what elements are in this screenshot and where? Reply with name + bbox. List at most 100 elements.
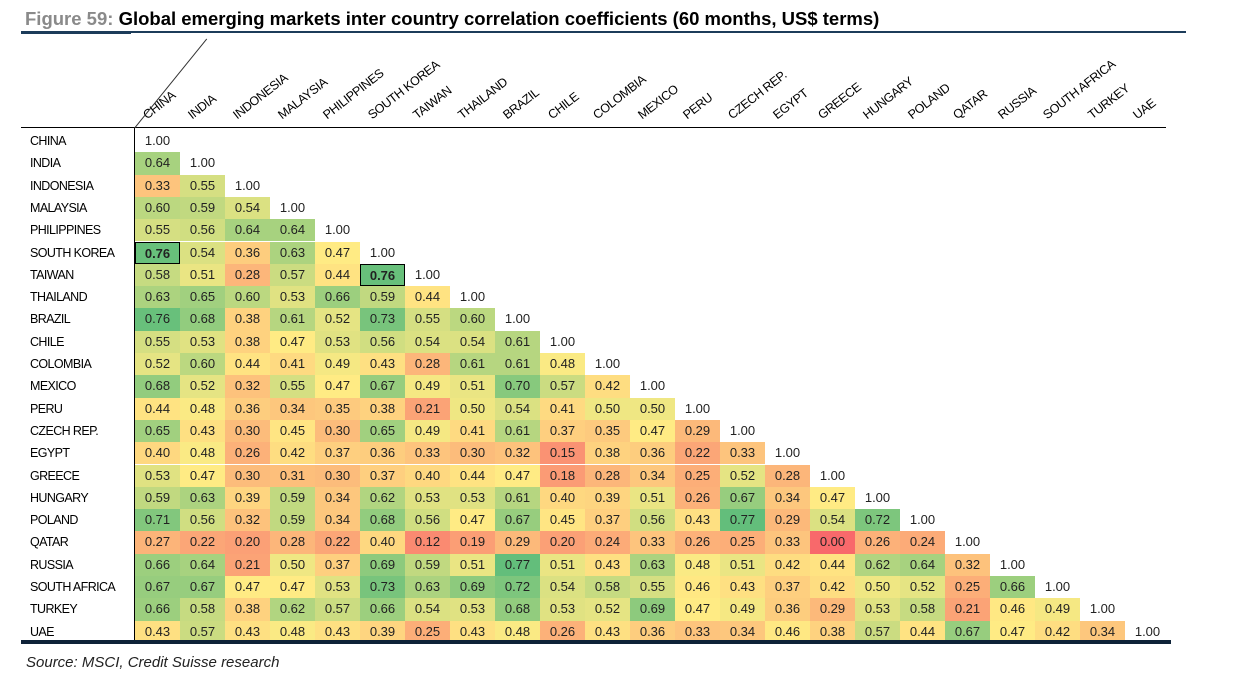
heatmap-cell: 0.30 [225, 464, 270, 487]
heatmap-cell: 0.59 [135, 486, 180, 510]
heatmap-cell: 0.26 [675, 531, 720, 554]
row-label: GREECE [30, 468, 80, 483]
heatmap-cell: 0.60 [450, 308, 495, 331]
heatmap-cell: 0.69 [450, 576, 495, 599]
row-label: COLOMBIA [30, 357, 92, 371]
heatmap-cell: 0.59 [180, 196, 225, 220]
heatmap-cell: 0.20 [540, 531, 585, 554]
heatmap-cell: 0.29 [495, 531, 540, 554]
heatmap-cell: 0.38 [225, 330, 270, 353]
heatmap-cell: 0.35 [315, 397, 360, 420]
heatmap-cell: 0.33 [675, 620, 720, 643]
heatmap-cell: 0.54 [180, 241, 225, 264]
heatmap-cell: 0.57 [855, 620, 900, 643]
heatmap-cell: 0.47 [495, 464, 540, 487]
heatmap-cell: 0.21 [225, 553, 270, 576]
heatmap-cell: 0.58 [180, 598, 225, 621]
heatmap-cell: 0.39 [360, 620, 405, 643]
heatmap-cell: 0.46 [675, 576, 720, 599]
row-label: PERU [30, 401, 63, 416]
heatmap-cell: 0.42 [270, 442, 315, 465]
heatmap-cell: 0.65 [135, 419, 180, 443]
heatmap-cell: 0.34 [315, 486, 360, 510]
column-label: QATAR [950, 86, 990, 122]
heatmap-cell: 0.25 [675, 464, 720, 487]
heatmap-cell: 0.57 [315, 598, 360, 621]
heatmap-cell: 0.22 [675, 442, 720, 465]
heatmap-cell: 0.37 [540, 419, 585, 443]
heatmap-cell: 0.20 [225, 531, 270, 554]
heatmap-cell: 0.61 [495, 419, 540, 443]
heatmap-cell: 0.62 [360, 486, 405, 510]
heatmap-cell: 0.49 [405, 419, 450, 443]
heatmap-cell: 0.49 [405, 375, 450, 398]
heatmap-cell: 0.67 [180, 576, 225, 599]
heatmap-cell: 0.51 [450, 375, 495, 398]
heatmap-cell: 0.50 [630, 397, 675, 420]
heatmap-cell: 0.33 [135, 174, 180, 197]
heatmap-cell: 1.00 [540, 330, 585, 353]
heatmap-cell: 0.44 [135, 397, 180, 420]
heatmap-cell: 0.61 [270, 308, 315, 331]
heatmap-cell: 0.29 [675, 419, 720, 443]
heatmap-cell: 0.47 [990, 620, 1035, 643]
heatmap-cell: 0.18 [540, 464, 585, 487]
heatmap-cell: 1.00 [900, 509, 945, 532]
heatmap-cell: 0.41 [270, 353, 315, 376]
heatmap-cell: 0.45 [270, 419, 315, 443]
heatmap-cell: 0.76 [135, 241, 180, 264]
heatmap-cell: 0.26 [675, 486, 720, 510]
heatmap-cell: 0.50 [585, 397, 630, 420]
heatmap-cell: 0.73 [360, 576, 405, 599]
heatmap-cell: 0.42 [765, 553, 810, 576]
heatmap-cell: 0.68 [135, 375, 180, 398]
heatmap-cell: 0.25 [405, 620, 450, 643]
heatmap-cell: 0.37 [315, 442, 360, 465]
row-label: CHILE [30, 334, 64, 349]
heatmap-cell: 0.34 [630, 464, 675, 487]
heatmap-cell: 0.33 [765, 531, 810, 554]
heatmap-cell: 0.37 [315, 553, 360, 576]
heatmap-cell: 0.53 [450, 486, 495, 510]
heatmap-cell: 1.00 [1080, 598, 1125, 621]
heatmap-cell: 0.53 [450, 598, 495, 621]
heatmap-cell: 0.27 [135, 531, 180, 554]
heatmap-cell: 0.64 [900, 553, 945, 576]
title-rule-accent [21, 31, 131, 34]
heatmap-cell: 0.54 [405, 330, 450, 353]
column-label: CHILE [545, 89, 582, 122]
heatmap-cell: 0.65 [180, 286, 225, 309]
row-label: TURKEY [30, 602, 78, 617]
heatmap-cell: 0.59 [360, 286, 405, 309]
heatmap-cell: 0.58 [585, 576, 630, 599]
heatmap-cell: 0.00 [810, 531, 855, 554]
heatmap-cell: 0.55 [405, 308, 450, 331]
heatmap-cell: 0.68 [180, 308, 225, 331]
heatmap-cell: 0.47 [315, 241, 360, 264]
source-note: Source: MSCI, Credit Suisse research [26, 654, 280, 671]
heatmap-cell: 0.34 [1080, 620, 1125, 643]
heatmap-cell: 1.00 [675, 397, 720, 420]
heatmap-cell: 0.42 [1035, 620, 1080, 643]
heatmap-cell: 1.00 [1125, 620, 1170, 643]
heatmap-cell: 0.56 [180, 219, 225, 242]
heatmap-cell: 0.63 [405, 576, 450, 599]
heatmap-cell: 1.00 [765, 442, 810, 465]
bottom-rule [21, 640, 1171, 644]
heatmap-cell: 0.50 [270, 553, 315, 576]
row-label: POLAND [30, 513, 78, 528]
heatmap-cell: 0.24 [900, 531, 945, 554]
heatmap-cell: 0.48 [495, 620, 540, 643]
heatmap-cell: 0.70 [495, 375, 540, 398]
heatmap-cell: 0.47 [675, 598, 720, 621]
heatmap-cell: 0.31 [270, 464, 315, 487]
heatmap-cell: 0.60 [135, 196, 180, 220]
heatmap-cell: 0.66 [360, 598, 405, 621]
heatmap-cell: 0.43 [675, 509, 720, 532]
heatmap-cell: 0.59 [405, 553, 450, 576]
heatmap-cell: 0.46 [765, 620, 810, 643]
heatmap-cell: 0.53 [315, 576, 360, 599]
heatmap-cell: 0.52 [315, 308, 360, 331]
heatmap-cell: 0.43 [315, 620, 360, 643]
heatmap-cell: 0.47 [450, 509, 495, 532]
